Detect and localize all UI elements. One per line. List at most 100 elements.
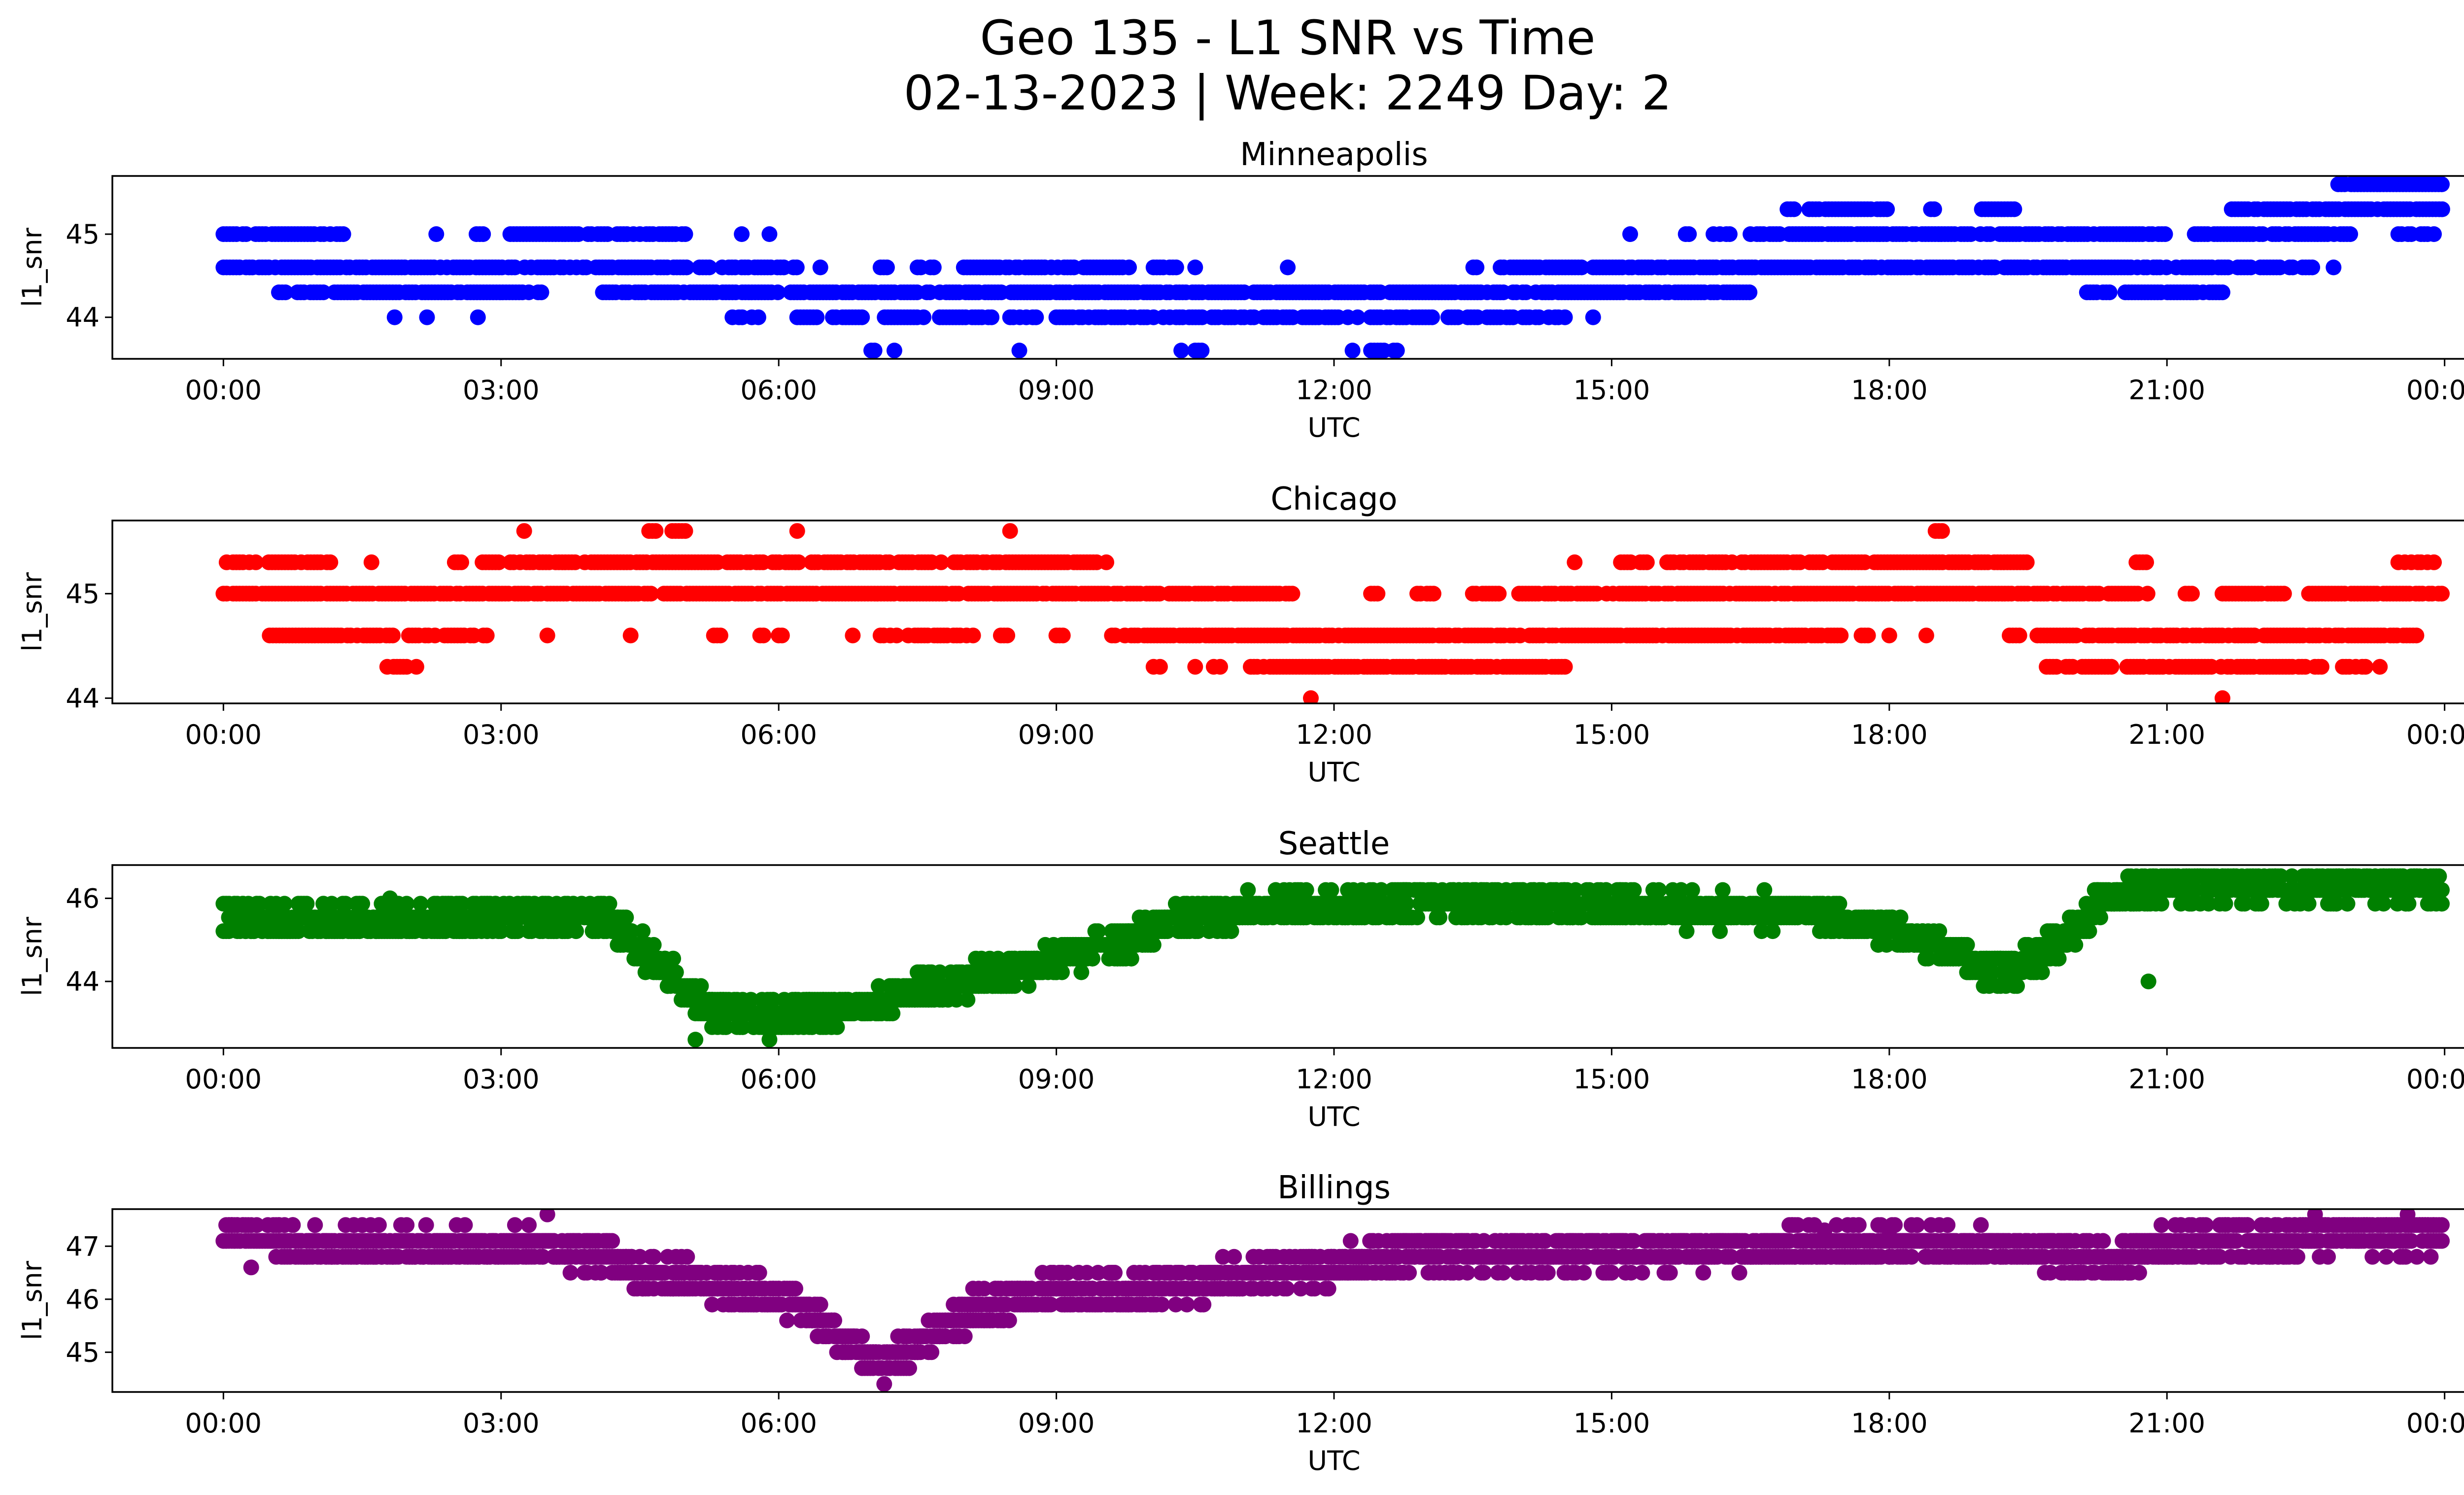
data-point: [2006, 201, 2022, 217]
data-point: [1557, 309, 1573, 325]
data-point: [2426, 226, 2442, 242]
scatter-series: [215, 523, 2450, 703]
data-point: [1098, 554, 1114, 570]
data-point: [338, 896, 354, 912]
figure-title-line1: Geo 135 - L1 SNR vs Time: [980, 10, 1596, 66]
data-point: [2434, 586, 2450, 602]
data-point: [2426, 554, 2442, 570]
data-point: [1145, 937, 1162, 953]
data-point: [1187, 259, 1203, 276]
data-point: [809, 309, 825, 325]
data-point: [677, 523, 693, 539]
y-tick-label: 44: [66, 683, 100, 714]
data-point: [539, 627, 555, 644]
x-tick-label: 06:00: [740, 375, 817, 406]
data-point: [1055, 627, 1071, 644]
data-point: [1073, 964, 1090, 980]
data-point: [1879, 937, 1895, 953]
x-tick-label: 03:00: [463, 375, 540, 406]
data-point: [533, 284, 549, 301]
data-point: [755, 627, 772, 644]
data-point: [2157, 226, 2173, 242]
data-point: [1756, 882, 1773, 898]
data-point: [743, 992, 759, 1008]
data-point: [829, 1019, 845, 1035]
x-tick-label: 03:00: [463, 719, 540, 750]
subplot-title: Chicago: [1270, 481, 1397, 518]
data-point: [1491, 586, 1507, 602]
data-point: [1011, 343, 1027, 359]
data-point: [1432, 909, 1448, 926]
data-point: [1622, 226, 1638, 242]
data-point: [1833, 627, 1849, 644]
data-point: [315, 284, 332, 301]
data-point: [1639, 554, 1655, 570]
y-axis-label: l1_snr: [17, 227, 48, 307]
x-tick-label: 00:00: [2406, 375, 2464, 406]
data-point: [2326, 259, 2342, 276]
data-point: [1173, 343, 1190, 359]
data-point: [324, 896, 340, 912]
data-point: [1920, 950, 1936, 967]
data-point: [493, 923, 509, 939]
x-tick-label: 15:00: [1574, 719, 1650, 750]
data-point: [1712, 923, 1728, 939]
data-point: [643, 586, 659, 602]
data-point: [2051, 950, 2067, 967]
data-point: [601, 896, 617, 912]
data-point: [879, 259, 895, 276]
data-point: [1574, 259, 1590, 276]
x-tick-label: 21:00: [2128, 719, 2205, 750]
x-tick-label: 21:00: [2128, 375, 2205, 406]
data-point: [363, 554, 379, 570]
data-point: [854, 309, 870, 325]
x-tick-label: 09:00: [1018, 719, 1095, 750]
subplot-title: Seattle: [1278, 826, 1390, 862]
data-point: [999, 627, 1016, 644]
y-axis-label: l1_snr: [17, 572, 48, 652]
y-tick-label: 45: [66, 578, 100, 609]
data-point: [1567, 554, 1583, 570]
data-point: [299, 896, 315, 912]
data-point: [491, 554, 507, 570]
data-point: [677, 226, 693, 242]
data-point: [1303, 690, 1319, 703]
data-point: [984, 309, 1000, 325]
data-point: [2139, 586, 2156, 602]
data-point: [1121, 259, 1137, 276]
data-point: [1684, 882, 1700, 898]
data-point: [2067, 937, 2084, 953]
data-point: [1002, 523, 1018, 539]
data-point: [933, 554, 949, 570]
data-point: [2184, 586, 2200, 602]
data-point: [679, 259, 695, 276]
data-point: [1028, 309, 1044, 325]
data-point: [789, 523, 805, 539]
subplot-title: Minneapolis: [1240, 137, 1428, 173]
x-axis-label: UTC: [1307, 757, 1360, 788]
data-point: [2187, 882, 2203, 898]
data-point: [1123, 950, 1139, 967]
data-point: [412, 896, 429, 912]
data-point: [1984, 964, 2000, 980]
x-tick-label: 18:00: [1851, 719, 1928, 750]
y-tick-label: 45: [66, 219, 100, 250]
data-point: [1389, 343, 1405, 359]
data-point: [871, 978, 887, 994]
data-point: [2009, 978, 2025, 994]
data-point: [2200, 896, 2217, 912]
data-point: [475, 226, 491, 242]
data-point: [1931, 923, 1948, 939]
data-point: [622, 627, 639, 644]
data-point: [277, 284, 294, 301]
data-point: [1284, 586, 1300, 602]
data-point: [276, 896, 293, 912]
data-point: [1598, 882, 1614, 898]
data-point: [290, 923, 307, 939]
data-point: [916, 309, 932, 325]
data-point: [959, 992, 976, 1008]
data-point: [665, 950, 682, 967]
x-tick-label: 00:00: [185, 719, 262, 750]
